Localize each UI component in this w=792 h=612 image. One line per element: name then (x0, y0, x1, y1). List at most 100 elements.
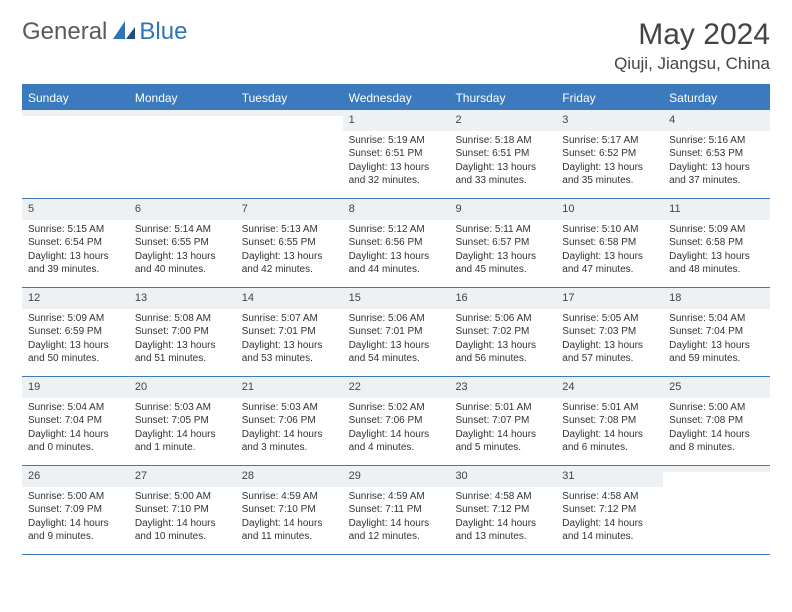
day-cell: 30Sunrise: 4:58 AMSunset: 7:12 PMDayligh… (449, 466, 556, 554)
daylight-text: Daylight: 14 hours and 6 minutes. (562, 428, 657, 455)
day-body: Sunrise: 5:03 AMSunset: 7:06 PMDaylight:… (236, 398, 343, 459)
day-number: 31 (556, 466, 663, 487)
sunset-text: Sunset: 7:06 PM (349, 414, 444, 428)
day-number: 19 (22, 377, 129, 398)
sunrise-text: Sunrise: 5:03 AM (135, 401, 230, 415)
day-cell: 29Sunrise: 4:59 AMSunset: 7:11 PMDayligh… (343, 466, 450, 554)
sunrise-text: Sunrise: 5:17 AM (562, 134, 657, 148)
sunrise-text: Sunrise: 5:06 AM (455, 312, 550, 326)
day-body: Sunrise: 4:59 AMSunset: 7:11 PMDaylight:… (343, 487, 450, 548)
sunset-text: Sunset: 7:12 PM (455, 503, 550, 517)
sunset-text: Sunset: 7:09 PM (28, 503, 123, 517)
sunrise-text: Sunrise: 5:00 AM (28, 490, 123, 504)
day-cell-empty (663, 466, 770, 554)
sunset-text: Sunset: 6:55 PM (242, 236, 337, 250)
day-cell: 2Sunrise: 5:18 AMSunset: 6:51 PMDaylight… (449, 110, 556, 198)
week-row: 19Sunrise: 5:04 AMSunset: 7:04 PMDayligh… (22, 377, 770, 466)
sunrise-text: Sunrise: 5:10 AM (562, 223, 657, 237)
day-body: Sunrise: 5:07 AMSunset: 7:01 PMDaylight:… (236, 309, 343, 370)
day-cell: 1Sunrise: 5:19 AMSunset: 6:51 PMDaylight… (343, 110, 450, 198)
daylight-text: Daylight: 13 hours and 45 minutes. (455, 250, 550, 277)
sunset-text: Sunset: 7:01 PM (242, 325, 337, 339)
day-body: Sunrise: 5:10 AMSunset: 6:58 PMDaylight:… (556, 220, 663, 281)
sunrise-text: Sunrise: 5:13 AM (242, 223, 337, 237)
day-cell: 5Sunrise: 5:15 AMSunset: 6:54 PMDaylight… (22, 199, 129, 287)
header: General Blue May 2024 Qiuji, Jiangsu, Ch… (22, 18, 770, 74)
day-number: 14 (236, 288, 343, 309)
sunset-text: Sunset: 6:58 PM (669, 236, 764, 250)
sunset-text: Sunset: 7:08 PM (562, 414, 657, 428)
day-number: 4 (663, 110, 770, 131)
day-body: Sunrise: 5:03 AMSunset: 7:05 PMDaylight:… (129, 398, 236, 459)
day-number: 1 (343, 110, 450, 131)
sunrise-text: Sunrise: 5:04 AM (669, 312, 764, 326)
sunset-text: Sunset: 7:12 PM (562, 503, 657, 517)
day-cell: 3Sunrise: 5:17 AMSunset: 6:52 PMDaylight… (556, 110, 663, 198)
daylight-text: Daylight: 14 hours and 10 minutes. (135, 517, 230, 544)
day-number: 21 (236, 377, 343, 398)
day-number: 22 (343, 377, 450, 398)
daylight-text: Daylight: 14 hours and 1 minute. (135, 428, 230, 455)
sunrise-text: Sunrise: 5:00 AM (135, 490, 230, 504)
day-body: Sunrise: 5:05 AMSunset: 7:03 PMDaylight:… (556, 309, 663, 370)
day-cell: 24Sunrise: 5:01 AMSunset: 7:08 PMDayligh… (556, 377, 663, 465)
sunrise-text: Sunrise: 5:08 AM (135, 312, 230, 326)
sunset-text: Sunset: 6:56 PM (349, 236, 444, 250)
day-cell: 16Sunrise: 5:06 AMSunset: 7:02 PMDayligh… (449, 288, 556, 376)
daylight-text: Daylight: 13 hours and 42 minutes. (242, 250, 337, 277)
day-number (236, 110, 343, 116)
sunrise-text: Sunrise: 4:59 AM (242, 490, 337, 504)
day-cell: 8Sunrise: 5:12 AMSunset: 6:56 PMDaylight… (343, 199, 450, 287)
week-row: 12Sunrise: 5:09 AMSunset: 6:59 PMDayligh… (22, 288, 770, 377)
day-body: Sunrise: 5:01 AMSunset: 7:07 PMDaylight:… (449, 398, 556, 459)
day-cell: 22Sunrise: 5:02 AMSunset: 7:06 PMDayligh… (343, 377, 450, 465)
day-header-friday: Friday (556, 86, 663, 110)
day-cell-empty (129, 110, 236, 198)
daylight-text: Daylight: 14 hours and 0 minutes. (28, 428, 123, 455)
daylight-text: Daylight: 13 hours and 39 minutes. (28, 250, 123, 277)
daylight-text: Daylight: 14 hours and 11 minutes. (242, 517, 337, 544)
sunrise-text: Sunrise: 5:01 AM (562, 401, 657, 415)
week-row: 26Sunrise: 5:00 AMSunset: 7:09 PMDayligh… (22, 466, 770, 555)
day-header-saturday: Saturday (663, 86, 770, 110)
day-body: Sunrise: 5:04 AMSunset: 7:04 PMDaylight:… (22, 398, 129, 459)
brand-text-1: General (22, 18, 107, 46)
sunset-text: Sunset: 7:06 PM (242, 414, 337, 428)
day-number: 13 (129, 288, 236, 309)
day-cell: 25Sunrise: 5:00 AMSunset: 7:08 PMDayligh… (663, 377, 770, 465)
day-body: Sunrise: 5:06 AMSunset: 7:01 PMDaylight:… (343, 309, 450, 370)
day-cell-empty (236, 110, 343, 198)
sunset-text: Sunset: 6:53 PM (669, 147, 764, 161)
sunset-text: Sunset: 7:04 PM (28, 414, 123, 428)
day-body: Sunrise: 5:00 AMSunset: 7:08 PMDaylight:… (663, 398, 770, 459)
month-title: May 2024 (614, 18, 770, 52)
day-number: 29 (343, 466, 450, 487)
daylight-text: Daylight: 13 hours and 57 minutes. (562, 339, 657, 366)
day-header-row: SundayMondayTuesdayWednesdayThursdayFrid… (22, 86, 770, 110)
day-cell: 6Sunrise: 5:14 AMSunset: 6:55 PMDaylight… (129, 199, 236, 287)
location-label: Qiuji, Jiangsu, China (614, 54, 770, 74)
day-number (663, 466, 770, 472)
day-body: Sunrise: 5:09 AMSunset: 6:58 PMDaylight:… (663, 220, 770, 281)
day-body: Sunrise: 4:59 AMSunset: 7:10 PMDaylight:… (236, 487, 343, 548)
sunset-text: Sunset: 7:11 PM (349, 503, 444, 517)
day-header-sunday: Sunday (22, 86, 129, 110)
day-number: 5 (22, 199, 129, 220)
day-cell: 28Sunrise: 4:59 AMSunset: 7:10 PMDayligh… (236, 466, 343, 554)
sunset-text: Sunset: 6:51 PM (349, 147, 444, 161)
week-row: 5Sunrise: 5:15 AMSunset: 6:54 PMDaylight… (22, 199, 770, 288)
daylight-text: Daylight: 13 hours and 35 minutes. (562, 161, 657, 188)
sunrise-text: Sunrise: 5:02 AM (349, 401, 444, 415)
sunrise-text: Sunrise: 5:06 AM (349, 312, 444, 326)
day-cell: 17Sunrise: 5:05 AMSunset: 7:03 PMDayligh… (556, 288, 663, 376)
day-cell: 31Sunrise: 4:58 AMSunset: 7:12 PMDayligh… (556, 466, 663, 554)
day-body: Sunrise: 5:13 AMSunset: 6:55 PMDaylight:… (236, 220, 343, 281)
day-number: 10 (556, 199, 663, 220)
day-body: Sunrise: 5:17 AMSunset: 6:52 PMDaylight:… (556, 131, 663, 192)
day-body: Sunrise: 5:15 AMSunset: 6:54 PMDaylight:… (22, 220, 129, 281)
day-cell: 11Sunrise: 5:09 AMSunset: 6:58 PMDayligh… (663, 199, 770, 287)
daylight-text: Daylight: 14 hours and 3 minutes. (242, 428, 337, 455)
daylight-text: Daylight: 13 hours and 48 minutes. (669, 250, 764, 277)
day-number: 3 (556, 110, 663, 131)
day-number: 16 (449, 288, 556, 309)
